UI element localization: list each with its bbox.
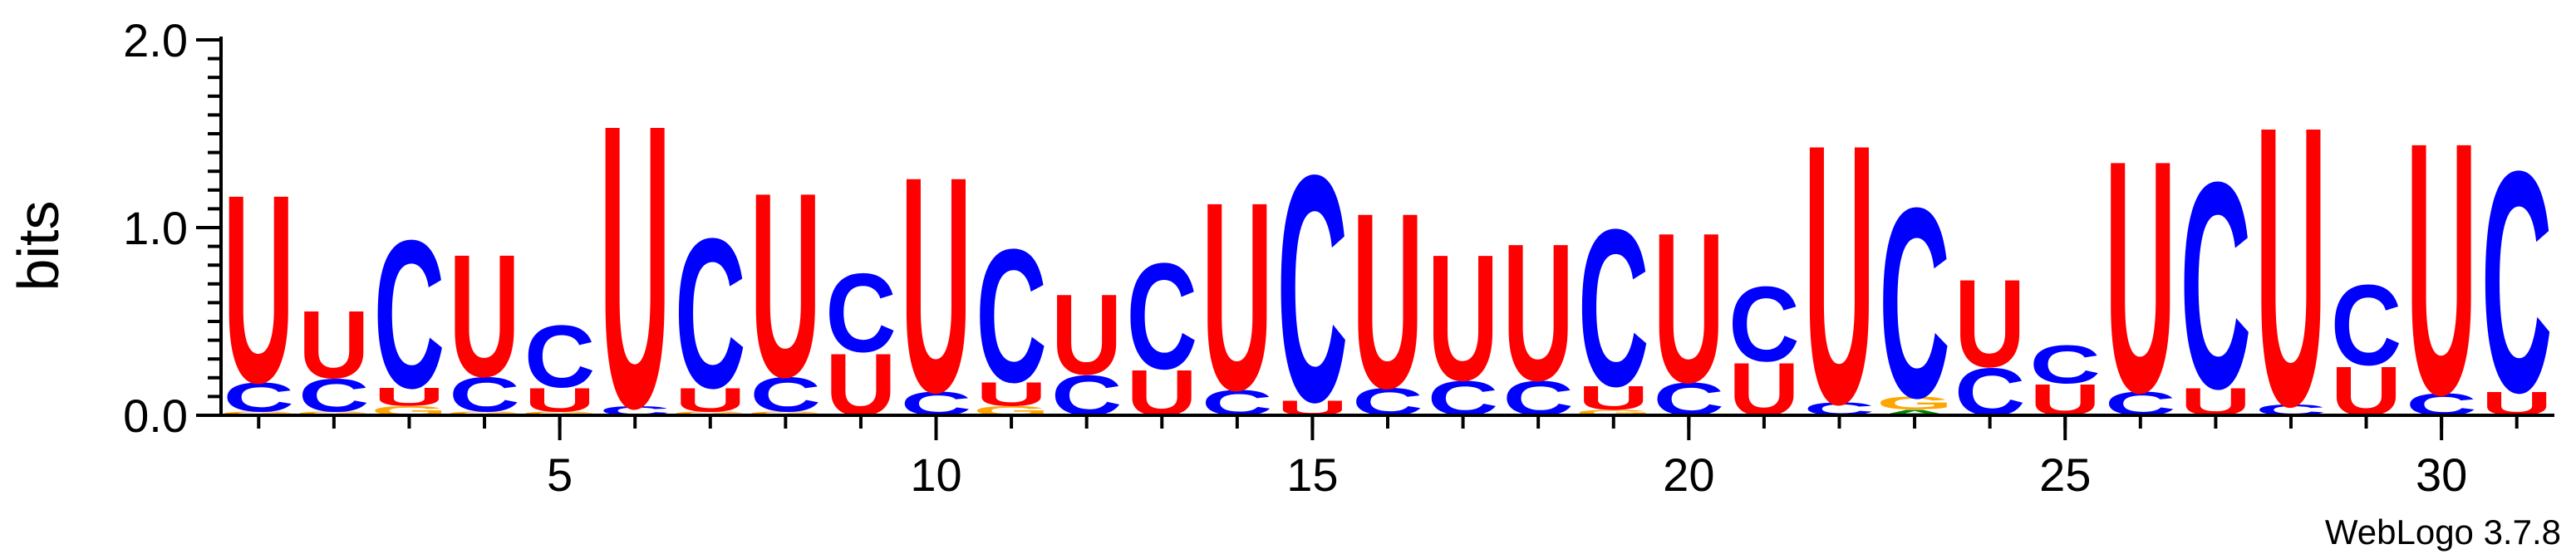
glyph-G-pos-23: G [1876, 394, 1953, 414]
glyph-U-pos-12: U [1051, 272, 1122, 400]
x-tick-label: 30 [2416, 449, 2467, 501]
glyph-U-pos-14: U [1202, 146, 1272, 446]
glyph-U-pos-16: U [1352, 161, 1423, 441]
glyph-C-pos-5: C [524, 306, 595, 405]
credit-label: WebLogo 3.7.8 [2325, 512, 2561, 552]
glyph-G-pos-19: G [1576, 408, 1652, 417]
y-axis-label: bits [6, 201, 71, 292]
x-tick-label: 20 [1663, 449, 1714, 501]
glyph-C-pos-31: C [2481, 105, 2552, 458]
x-tick-label: 5 [547, 449, 573, 501]
glyph-U-pos-30: U [2406, 69, 2476, 470]
glyph-C-pos-15: C [1277, 108, 1348, 468]
glyph-U-pos-22: U [1804, 68, 1875, 482]
y-tick-label: 0.0 [123, 390, 188, 442]
x-tick-label: 15 [1286, 449, 1338, 501]
glyph-G-pos-5: G [522, 410, 598, 416]
glyph-G-pos-2: G [296, 410, 372, 416]
x-tick-label: 25 [2039, 449, 2091, 501]
glyph-U-pos-19: U [1578, 379, 1649, 417]
glyph-U-pos-26: U [2105, 92, 2175, 462]
glyph-C-pos-29: C [2331, 262, 2401, 390]
glyph-C-pos-19: C [1578, 183, 1649, 434]
axes: 0.0 1.0 2.0 5 10 15 20 25 30 [123, 14, 2554, 501]
glyph-U-pos-11: U [976, 375, 1046, 414]
x-tick-label: 10 [910, 449, 961, 501]
glyph-U-pos-24: U [1954, 252, 2025, 393]
glyph-U-pos-2: U [298, 291, 369, 399]
glyph-U-pos-8: U [750, 137, 821, 432]
glyph-U-pos-1: U [224, 139, 294, 439]
y-tick-label: 1.0 [123, 202, 188, 254]
glyph-C-pos-25: C [2030, 334, 2101, 395]
glyph-C-pos-11: C [976, 209, 1046, 422]
glyph-C-pos-27: C [2180, 122, 2251, 451]
glyph-U-pos-17: U [1428, 217, 1498, 418]
glyph-U-pos-10: U [901, 114, 971, 458]
glyph-U-pos-5: U [524, 381, 595, 419]
glyph-G-pos-7: G [672, 410, 749, 416]
glyph-C-pos-1: C [224, 375, 294, 421]
glyph-C-pos-3: C [374, 198, 445, 433]
glyph-C-pos-2: C [298, 369, 369, 421]
glyph-U-pos-4: U [449, 219, 519, 414]
glyph-C-pos-21: C [1728, 265, 1799, 385]
glyph-U-pos-20: U [1654, 189, 1724, 428]
glyph-C-pos-13: C [1127, 232, 1197, 401]
y-tick-label: 2.0 [123, 14, 188, 66]
glyph-C-pos-4: C [449, 366, 519, 422]
glyph-U-pos-7: U [675, 381, 745, 419]
glyph-G-pos-4: G [446, 410, 523, 416]
glyph-C-pos-9: C [825, 250, 896, 375]
glyph-A-pos-23: A [1879, 408, 1949, 417]
glyph-C-pos-23: C [1879, 153, 1949, 455]
glyph-G-pos-1: G [220, 410, 297, 416]
glyph-C-pos-7: C [675, 195, 745, 434]
glyph-U-pos-18: U [1502, 203, 1573, 422]
glyph-C-pos-8: C [750, 366, 821, 422]
glyph-U-pos-3: U [374, 383, 445, 412]
glyph-G-pos-8: G [747, 410, 823, 416]
